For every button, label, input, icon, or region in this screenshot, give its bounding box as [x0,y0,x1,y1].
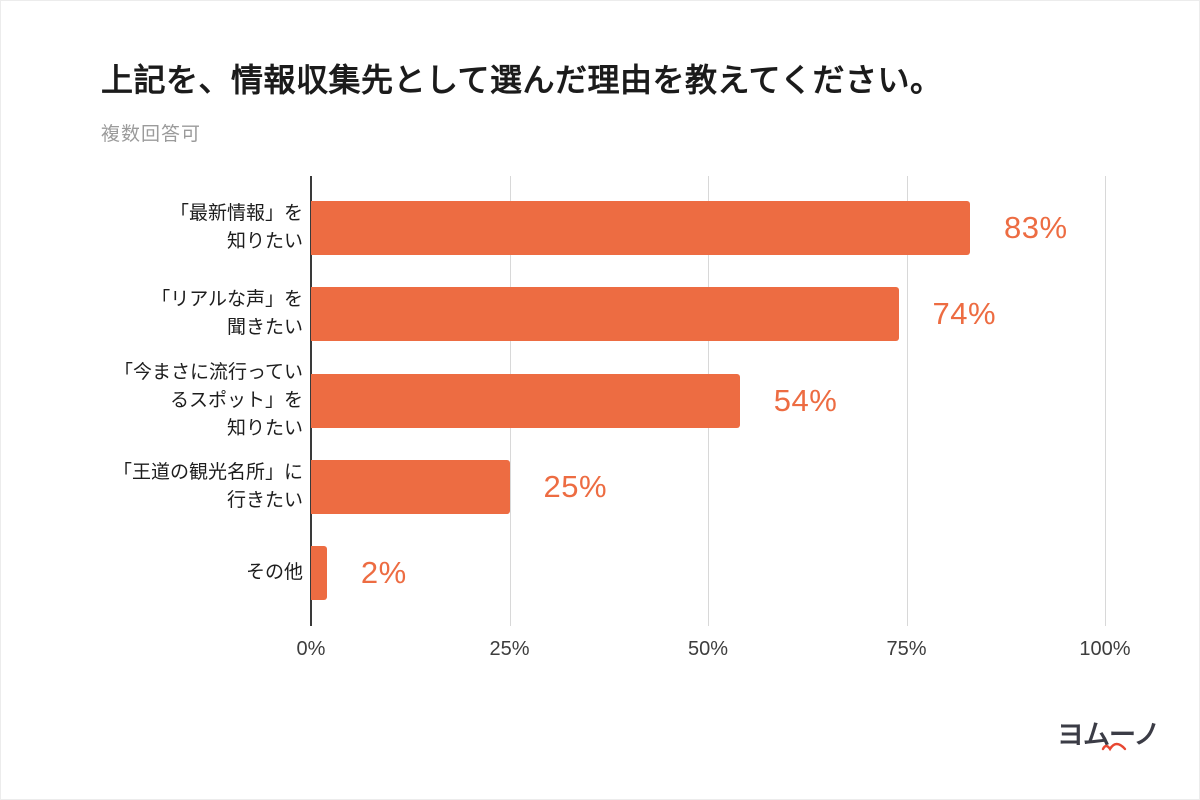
category-label: その他 [245,562,303,583]
bar [311,201,971,255]
bar [311,546,327,600]
chart-title: 上記を、情報収集先として選んだ理由を教えてください。 [101,62,943,98]
bar [311,287,899,342]
bar-track: 2% [311,546,1199,600]
bar-row: 「王道の観光名所」に 行きたい 25% [1,459,1199,514]
bar-value-label: 54% [773,382,838,418]
bar-track: 74% [311,287,1199,342]
bar-value-label: 83% [1004,210,1068,245]
x-tick-label: 25% [489,638,530,660]
category-label: 「最新情報」を 知りたい [169,203,303,252]
chart-subtitle: 複数回答可 [101,124,202,145]
bar-value-label: 2% [360,555,407,590]
bar [311,459,510,514]
logo-squiggle-icon [1101,742,1127,752]
bar-value-label: 74% [932,296,997,332]
bar-row: 「最新情報」を 知りたい 83% [1,201,1199,255]
x-tick-label: 0% [296,638,326,660]
bar-track: 83% [311,201,1199,255]
bar-track: 54% [311,373,1199,428]
x-tick-label: 75% [886,638,927,660]
logo-text: ヨムーノ [1057,720,1160,750]
category-label: 「今まさに流行ってい るスポット」を 知りたい [113,361,303,439]
gridline [1105,176,1106,626]
bar [311,373,740,428]
x-axis: 0% 25% 50% 75% 100% [297,638,1131,668]
x-tick-label: 50% [687,638,729,660]
bar-value-label: 25% [543,468,608,504]
category-label: 「リアルな声」を 聞きたい [151,289,303,339]
bar-row: 「今まさに流行ってい るスポット」を 知りたい 54% [1,362,1199,439]
bar-row: その他 2% [1,546,1199,600]
chart-rows: 「最新情報」を 知りたい 83% 「リアルな声」を 聞きたい 74% 「今まさに流行… [1,176,1199,626]
bar-chart: 「最新情報」を 知りたい 83% 「リアルな声」を 聞きたい 74% 「今まさに流行… [1,176,1199,696]
yomuno-logo: ヨムーノ [1057,713,1177,761]
bar-row: 「リアルな声」を 聞きたい 74% [1,287,1199,342]
gridline [906,176,908,626]
x-tick-label: 100% [1079,638,1131,660]
category-label: 「王道の観光名所」に 行きたい [112,461,303,511]
bar-track: 25% [311,459,1199,514]
